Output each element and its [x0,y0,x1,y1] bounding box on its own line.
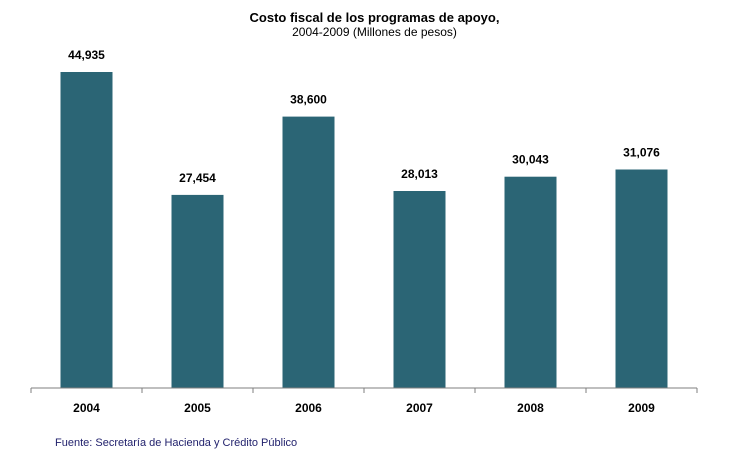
value-label-2004: 44,935 [68,48,105,62]
bars-layer [60,72,668,388]
value-labels-layer: 44,935 27,454 38,600 28,013 30,043 31,076 [68,48,660,185]
x-axis: 2004 2005 2006 2007 2008 2009 [30,387,698,415]
bar-2006 [282,116,335,388]
bar-2005 [171,194,224,388]
value-label-2005: 27,454 [179,171,216,185]
x-tick-label-2007: 2007 [406,401,433,415]
bar-2008 [504,176,557,388]
x-tick-label-2009: 2009 [628,401,655,415]
bar-2007 [393,191,446,388]
source-note: Fuente: Secretaría de Hacienda y Crédito… [55,437,298,449]
x-tick-label-2006: 2006 [295,401,322,415]
x-tick-label-2005: 2005 [184,401,211,415]
x-tick-label-2004: 2004 [73,401,100,415]
bar-2004 [60,72,113,388]
bar-2009 [615,169,668,388]
x-tick-label-2008: 2008 [517,401,544,415]
chart-subtitle: 2004-2009 (Millones de pesos) [292,25,457,39]
value-label-2008: 30,043 [512,153,549,167]
chart-title: Costo fiscal de los programas de apoyo, [249,10,500,25]
value-label-2009: 31,076 [623,146,660,160]
value-label-2007: 28,013 [401,167,438,181]
value-label-2006: 38,600 [290,93,327,107]
